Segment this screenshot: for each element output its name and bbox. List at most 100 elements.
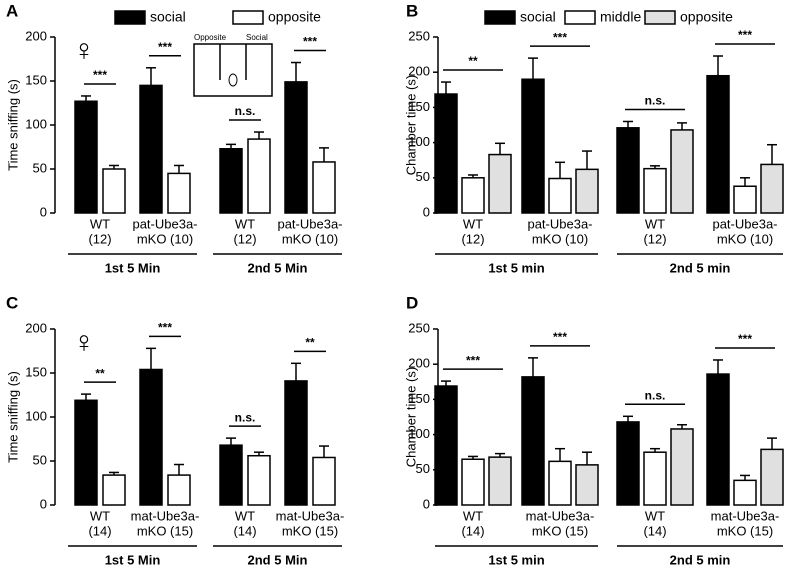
bar	[167, 474, 191, 506]
panel-letter: C	[6, 293, 18, 312]
category-label: WT	[235, 216, 255, 231]
significance-label: ***	[553, 30, 567, 44]
significance-label: n.s.	[235, 410, 256, 424]
category-label: mKO (15)	[137, 523, 193, 538]
y-tick-label: 150	[25, 364, 47, 379]
group-label: 2nd 5 Min	[248, 552, 308, 567]
category-label: mat-Ube3a-	[711, 508, 780, 523]
bar	[575, 464, 599, 506]
group-label: 1st 5 Min	[105, 552, 161, 567]
group-label: 1st 5 Min	[105, 260, 161, 275]
category-label: mKO (15)	[717, 523, 773, 538]
significance-label: **	[468, 54, 478, 68]
y-tick-label: 0	[40, 204, 47, 219]
category-label: mKO (10)	[532, 231, 588, 246]
y-tick-label: 0	[423, 496, 430, 511]
y-tick-label: 0	[40, 496, 47, 511]
category-label: WT	[463, 216, 483, 231]
group-label: 2nd 5 Min	[248, 260, 308, 275]
significance-label: ***	[466, 353, 480, 367]
bar	[74, 399, 98, 506]
legend-swatch	[232, 10, 264, 25]
bar	[434, 93, 458, 214]
bar	[733, 479, 757, 506]
category-label: mat-Ube3a-	[131, 508, 200, 523]
significance-label: ***	[158, 321, 172, 335]
significance-label: ***	[738, 332, 752, 346]
group-label: 1st 5 min	[488, 260, 544, 275]
legend-swatch	[114, 10, 146, 25]
panel-letter: A	[6, 1, 18, 20]
y-tick-label: 150	[408, 99, 430, 114]
y-tick-label: 250	[408, 28, 430, 43]
inset-label: Social	[246, 33, 268, 42]
category-label: mKO (10)	[137, 231, 193, 246]
bar	[575, 168, 599, 214]
significance-label: ***	[738, 28, 752, 42]
category-label: pat-Ube3a-	[277, 216, 342, 231]
bar	[74, 100, 98, 214]
female-symbol: ♀	[73, 34, 96, 67]
inset-label: Opposite	[194, 33, 227, 42]
category-label: (12)	[461, 231, 484, 246]
y-tick-label: 0	[423, 204, 430, 219]
y-tick-label: 50	[33, 452, 47, 467]
inset-cup	[255, 49, 269, 63]
bar	[488, 153, 512, 214]
y-axis-label: Chamber time (s)	[403, 367, 418, 467]
y-tick-label: 100	[25, 408, 47, 423]
legend-label: social	[150, 9, 186, 25]
y-axis-label: Time sniffing (s)	[5, 371, 20, 463]
bar	[247, 454, 271, 506]
category-label: WT	[645, 508, 665, 523]
bar	[706, 373, 730, 506]
inset-mouse	[228, 73, 238, 87]
category-label: pat-Ube3a-	[132, 216, 197, 231]
legend-label: social	[520, 9, 556, 25]
y-tick-label: 50	[33, 160, 47, 175]
significance-label: n.s.	[645, 388, 666, 402]
category-label: (14)	[461, 523, 484, 538]
significance-label: ***	[93, 68, 107, 82]
panel-letter: B	[406, 1, 418, 20]
y-tick-label: 50	[416, 461, 430, 476]
bar	[706, 74, 730, 214]
bar	[643, 451, 667, 506]
bar	[760, 163, 784, 214]
y-tick-label: 150	[25, 72, 47, 87]
y-tick-label: 100	[25, 116, 47, 131]
bar	[139, 84, 163, 214]
bar	[760, 448, 784, 506]
group-label: 2nd 5 min	[670, 260, 731, 275]
y-tick-label: 200	[25, 320, 47, 335]
y-tick-label: 250	[408, 320, 430, 335]
category-label: pat-Ube3a-	[527, 216, 592, 231]
category-label: mKO (10)	[282, 231, 338, 246]
y-tick-label: 100	[408, 426, 430, 441]
category-label: mKO (15)	[282, 523, 338, 538]
category-label: WT	[90, 508, 110, 523]
y-tick-label: 100	[408, 134, 430, 149]
category-label: (12)	[233, 231, 256, 246]
bar	[670, 428, 694, 506]
inset-cup	[196, 49, 210, 63]
significance-label: ***	[553, 330, 567, 344]
category-label: pat-Ube3a-	[712, 216, 777, 231]
y-tick-label: 50	[416, 169, 430, 184]
category-label: WT	[645, 216, 665, 231]
bar	[284, 380, 308, 506]
bar	[733, 185, 757, 214]
category-label: mKO (10)	[717, 231, 773, 246]
bar	[102, 474, 126, 506]
female-symbol: ♀	[73, 326, 96, 359]
category-label: (14)	[233, 523, 256, 538]
category-label: mat-Ube3a-	[526, 508, 595, 523]
significance-label: **	[305, 335, 315, 349]
panel-letter: D	[406, 293, 418, 312]
category-label: WT	[235, 508, 255, 523]
bar	[548, 177, 572, 214]
category-label: WT	[463, 508, 483, 523]
category-label: (12)	[643, 231, 666, 246]
legend-label: opposite	[268, 9, 321, 25]
